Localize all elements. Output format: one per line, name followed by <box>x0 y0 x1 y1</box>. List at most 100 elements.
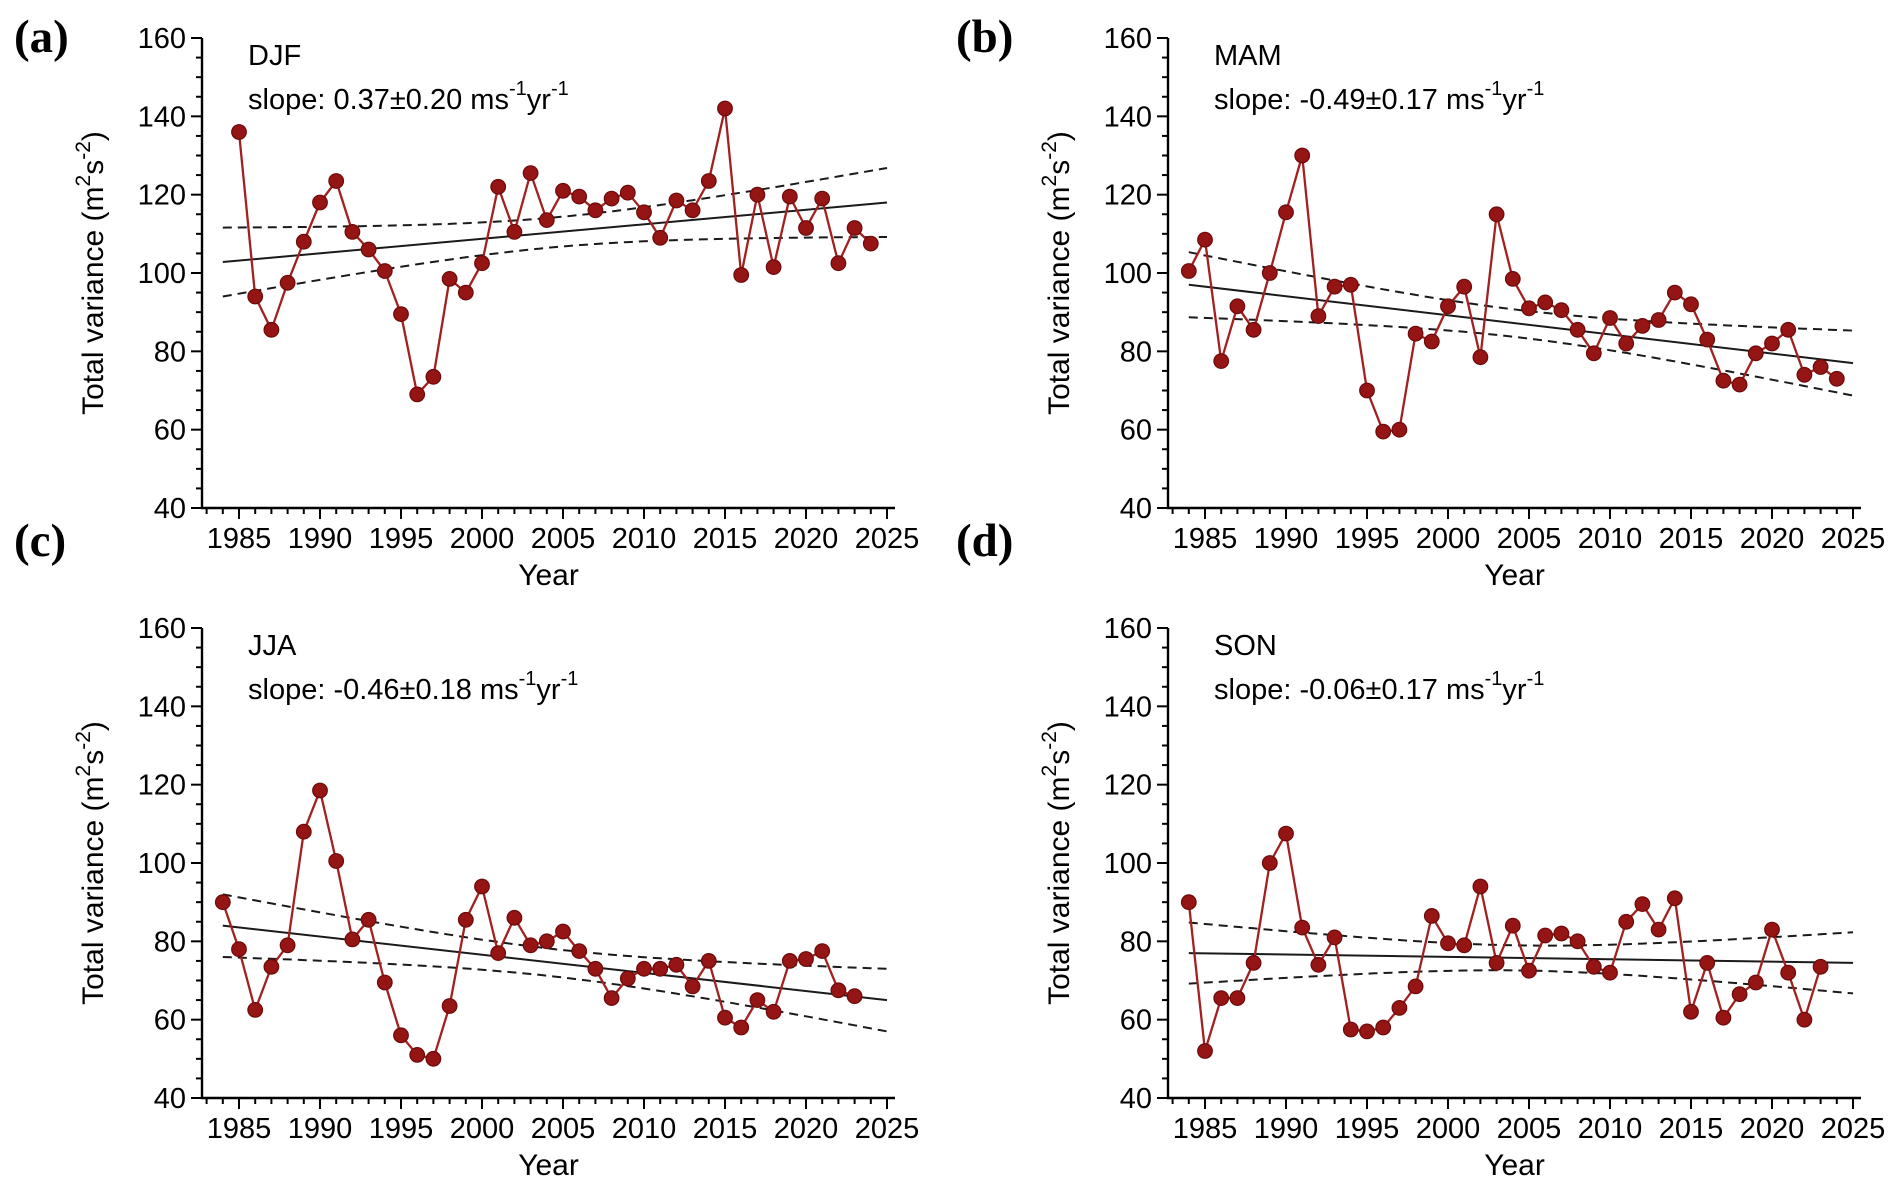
data-point <box>1407 978 1424 995</box>
data-point <box>1423 908 1440 924</box>
data-point <box>1747 345 1764 362</box>
data-point <box>1375 1019 1392 1036</box>
y-tick-label: 40 <box>154 493 186 525</box>
data-point <box>506 909 523 926</box>
confidence-lower <box>1188 316 1854 397</box>
x-tick-label: 1985 <box>207 1113 272 1145</box>
data-point <box>1666 284 1683 301</box>
data-point <box>587 960 604 977</box>
data-point <box>1618 913 1635 930</box>
data-point <box>1180 263 1197 279</box>
data-point <box>328 853 345 869</box>
data-point <box>652 229 669 246</box>
data-point <box>279 274 296 291</box>
data-point <box>1213 353 1230 370</box>
data-point <box>1666 890 1683 907</box>
x-tick-label: 2010 <box>612 523 677 555</box>
y-tick-label: 60 <box>154 415 186 447</box>
x-tick-label: 2025 <box>855 1113 920 1145</box>
y-tick-label: 80 <box>1120 926 1152 958</box>
y-tick-label: 140 <box>1104 691 1152 723</box>
x-tick-label: 2015 <box>693 523 758 555</box>
data-point <box>360 241 377 258</box>
panel-label-c: (c) <box>14 515 67 567</box>
y-tick-label: 160 <box>1104 613 1152 645</box>
data-point <box>1180 894 1197 911</box>
slope-annotation: slope: -0.46±0.18 ms-1​yr-1​ <box>248 668 578 706</box>
data-point <box>1796 1011 1813 1028</box>
data-point <box>1326 929 1343 946</box>
data-point <box>1683 296 1699 313</box>
data-point <box>474 878 490 895</box>
data-point <box>522 937 539 954</box>
x-tick-label: 1995 <box>369 1113 434 1145</box>
data-point <box>522 165 539 182</box>
data-point <box>1456 278 1473 295</box>
data-point <box>862 235 879 252</box>
data-point <box>295 233 312 250</box>
data-point <box>619 970 636 987</box>
data-point <box>717 1009 733 1026</box>
y-tick-label: 140 <box>1104 101 1152 133</box>
data-point <box>441 271 458 287</box>
data-point <box>1812 359 1829 375</box>
x-tick-label: 2005 <box>1497 523 1562 555</box>
y-tick-label: 60 <box>154 1005 186 1037</box>
y-tick-label: 100 <box>138 258 186 290</box>
y-axis-title: Total variance (m2​s-2​) <box>72 131 110 415</box>
x-tick-label: 2010 <box>1578 523 1643 555</box>
data-point <box>700 173 717 189</box>
data-point <box>1294 147 1311 164</box>
x-axis-title: Year <box>1484 1149 1545 1182</box>
slope-annotation: slope: 0.37±0.20 ms-1​yr-1​ <box>248 78 569 116</box>
data-point <box>684 202 701 219</box>
data-point <box>1197 231 1213 248</box>
x-tick-label: 2000 <box>1416 1113 1481 1145</box>
data-point <box>830 255 847 272</box>
data-point <box>1391 1000 1408 1016</box>
x-tick-label: 2025 <box>1821 523 1886 555</box>
y-tick-label: 120 <box>1104 770 1152 802</box>
data-point <box>1407 325 1424 342</box>
data-point <box>425 368 442 385</box>
data-point <box>749 186 766 203</box>
panel-MAM: 40 60 80 100 120 140 160 1985 1990 1995 2000 2005 20… <box>1038 23 1885 592</box>
x-axis-title: Year <box>518 559 579 592</box>
data-point <box>1569 933 1586 950</box>
data-point <box>214 894 231 911</box>
data-point <box>717 100 733 117</box>
data-point <box>846 220 863 236</box>
data-point <box>1747 974 1764 991</box>
y-tick-label: 40 <box>1120 1083 1152 1115</box>
x-tick-label: 1990 <box>1254 523 1319 555</box>
y-tick-label: 120 <box>1104 180 1152 212</box>
data-point <box>1764 335 1780 352</box>
data-point <box>749 992 766 1008</box>
season-label: DJF <box>248 40 301 72</box>
x-tick-label: 1990 <box>288 523 353 555</box>
data-point <box>1569 321 1586 338</box>
data-point <box>830 982 847 999</box>
data-point <box>1261 265 1278 281</box>
series-line <box>237 108 872 397</box>
jja-series <box>214 782 863 1067</box>
series-line <box>1187 830 1822 1052</box>
data-point <box>1278 825 1294 842</box>
data-point <box>846 988 863 1005</box>
x-tick-label: 2000 <box>1416 523 1481 555</box>
x-tick-label: 2020 <box>774 523 839 555</box>
data-point <box>1715 372 1732 389</box>
data-point <box>781 953 798 969</box>
data-point <box>344 223 361 240</box>
season-label: JJA <box>248 630 297 662</box>
x-tick-label: 1985 <box>1173 523 1238 555</box>
data-point <box>555 923 571 940</box>
data-point <box>1585 958 1602 975</box>
confidence-lower <box>1188 969 1854 995</box>
data-point <box>538 933 555 950</box>
data-point <box>1828 370 1845 387</box>
data-point <box>263 958 280 975</box>
data-point <box>1310 956 1327 973</box>
y-tick-label: 80 <box>1120 336 1152 368</box>
